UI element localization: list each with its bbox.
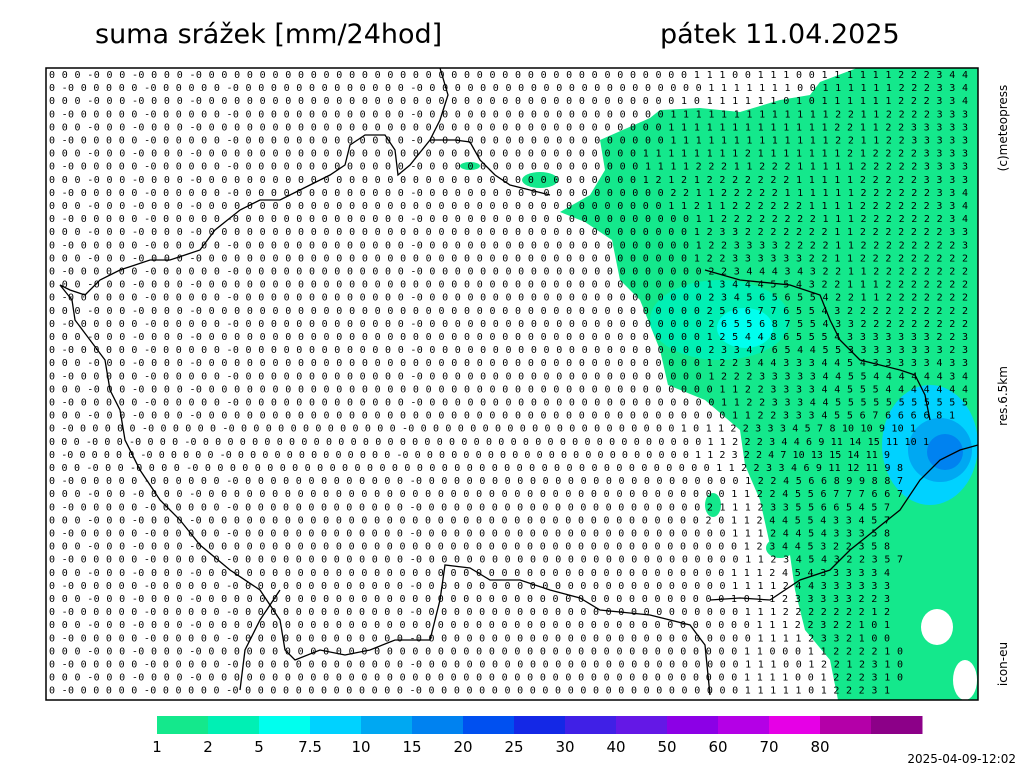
grid-row: 0 -0 0 0 0 0 0 -0 0 0 0 0 0 -0 0 0 0 0 0…: [49, 293, 968, 304]
legend-label: 50: [657, 738, 676, 756]
date: pátek 11.04.2025: [660, 19, 900, 50]
grid-row: 0 -0 0 0 0 0 0 -0 0 0 0 0 0 -0 0 0 0 0 0…: [49, 398, 968, 409]
grid-row: 0 0 0 -0 0 0 -0 0 0 0 -0 0 0 0 0 0 0 0 0…: [49, 646, 903, 657]
grid-row: 0 -0 0 0 0 0 0 -0 0 0 0 0 0 -0 0 0 0 0 0…: [49, 686, 890, 697]
legend-swatch: [616, 716, 668, 734]
legend-label: 10: [351, 738, 370, 756]
grid-row: 0 -0 0 0 0 0 0 -0 0 0 0 0 0 -0 0 0 0 0 0…: [49, 83, 968, 94]
side-label: res.6.5km: [996, 366, 1010, 426]
grid-row: 0 0 0 -0 0 0 -0 0 0 0 -0 0 0 0 0 0 0 0 0…: [49, 384, 968, 395]
legend-label: 2: [203, 738, 213, 756]
grid-row: 0 0 0 -0 0 0 -0 0 0 0 -0 0 0 0 0 0 0 0 0…: [49, 332, 968, 343]
grid-row: 0 -0 0 0 0 0 0 -0 0 0 0 0 0 -0 0 0 0 0 0…: [49, 502, 890, 513]
grid-row: 0 0 0 -0 0 0 -0 0 0 0 -0 0 0 0 0 0 0 0 0…: [49, 306, 968, 317]
legend-label: 5: [254, 738, 264, 756]
grid-row: 0 -0 0 0 0 0 0 -0 0 0 0 0 0 -0 0 0 0 0 0…: [49, 319, 968, 330]
grid-row: 0 -0 0 0 0 0 0 -0 0 0 0 0 0 -0 0 0 0 0 0…: [49, 633, 890, 644]
grid-row: 0 0 0 -0 0 0 -0 0 0 0 -0 0 0 0 0 0 0 0 0…: [49, 489, 903, 500]
grid-row: 0 0 0 -0 0 0 -0 0 0 0 -0 0 0 0 0 0 0 0 0…: [49, 463, 903, 474]
legend-label: 40: [606, 738, 625, 756]
legend-swatch: [361, 716, 413, 734]
grid-row: 0 -0 0 0 0 0 0 -0 0 0 0 0 0 -0 0 0 0 0 0…: [49, 345, 968, 356]
legend-swatch: [871, 716, 923, 734]
grid-row: 0 -0 0 0 0 0 0 -0 0 0 0 0 0 -0 0 0 0 0 0…: [49, 450, 890, 461]
legend-swatch: [718, 716, 770, 734]
value-grid: 0 0 0 -0 0 0 -0 0 0 0 -0 0 0 0 0 0 0 0 0…: [49, 70, 968, 697]
legend-label: 30: [555, 738, 574, 756]
grid-row: 0 -0 0 0 0 0 0 -0 0 0 0 0 0 -0 0 0 0 0 0…: [49, 476, 903, 487]
grid-row: 0 -0 0 0 0 0 0 -0 0 0 0 0 0 -0 0 0 0 0 0…: [49, 267, 968, 278]
legend-swatch: [310, 716, 362, 734]
grid-row: 0 -0 0 0 0 0 0 -0 0 0 0 0 0 -0 0 0 0 0 0…: [49, 162, 968, 173]
side-label: icon-eu: [996, 642, 1010, 686]
legend-label: 80: [810, 738, 829, 756]
grid-row: 0 0 0 -0 0 0 -0 0 0 0 -0 0 0 0 0 0 0 0 0…: [49, 568, 890, 579]
legend-label: 60: [708, 738, 727, 756]
legend-label: 15: [402, 738, 421, 756]
legend-label: 7.5: [298, 738, 322, 756]
grid-row: 0 -0 0 0 0 0 0 -0 0 0 0 0 0 -0 0 0 0 0 0…: [49, 529, 890, 540]
legend-swatch: [820, 716, 872, 734]
grid-row: 0 -0 0 0 0 0 0 -0 0 0 0 0 0 -0 0 0 0 0 0…: [49, 136, 968, 147]
grid-row: 0 0 0 -0 0 0 -0 0 0 0 -0 0 0 0 0 0 0 0 0…: [49, 175, 968, 186]
legend-swatch: [157, 716, 209, 734]
timestamp: 2025-04-09-12:02: [907, 752, 1016, 766]
grid-row: 0 -0 0 0 0 0 0 -0 0 0 0 0 0 -0 0 0 0 0 0…: [49, 581, 890, 592]
grid-row: 0 -0 0 0 0 0 0 -0 0 0 0 0 0 -0 0 0 0 0 0…: [49, 240, 968, 251]
legend-label: 25: [504, 738, 523, 756]
color-legend: 1 2 5 7.5 10 15 20 25 30 40 50 60 70 80: [152, 716, 923, 756]
grid-row: 0 0 0 -0 0 0 -0 0 0 0 -0 0 0 0 0 0 0 0 0…: [49, 253, 968, 264]
grid-row: 0 -0 0 0 0 0 0 -0 0 0 0 0 0 -0 0 0 0 0 0…: [49, 188, 968, 199]
grid-row: 0 0 0 -0 0 0 -0 0 0 0 -0 0 0 0 0 0 0 0 0…: [49, 594, 890, 605]
grid-row: 0 -0 0 0 0 0 0 -0 0 0 0 0 0 -0 0 0 0 0 0…: [49, 371, 968, 382]
grid-row: 0 -0 0 0 0 0 0 -0 0 0 0 0 0 -0 0 0 0 0 0…: [49, 424, 916, 435]
grid-row: 0 0 0 -0 0 0 -0 0 0 0 -0 0 0 0 0 0 0 0 0…: [49, 280, 968, 291]
legend-label: 20: [453, 738, 472, 756]
grid-row: 0 -0 0 0 0 0 0 -0 0 0 0 0 0 -0 0 0 0 0 0…: [49, 555, 903, 566]
grid-row: 0 0 0 -0 0 0 -0 0 0 0 -0 0 0 0 0 0 0 0 0…: [49, 358, 968, 369]
grid-row: 0 -0 0 0 0 0 0 -0 0 0 0 0 0 -0 0 0 0 0 0…: [49, 214, 968, 225]
title: suma srážek [mm/24hod]: [95, 19, 442, 50]
legend-swatch: [259, 716, 311, 734]
grid-row: 0 0 0 -0 0 0 -0 0 0 0 -0 0 0 0 0 0 0 0 0…: [49, 96, 968, 107]
legend-swatch: [769, 716, 821, 734]
grid-row: 0 0 0 -0 0 0 -0 0 0 0 -0 0 0 0 0 0 0 0 0…: [49, 227, 968, 238]
grid-row: 0 0 0 -0 0 0 -0 0 0 0 -0 0 0 0 0 0 0 0 0…: [49, 122, 968, 133]
grid-row: 0 0 0 -0 0 0 -0 0 0 0 -0 0 0 0 0 0 0 0 0…: [49, 149, 968, 160]
legend-swatch: [208, 716, 260, 734]
grid-row: 0 0 0 -0 0 0 -0 0 0 0 -0 0 0 0 0 0 0 0 0…: [49, 515, 890, 526]
grid-row: 0 0 0 -0 0 0 -0 0 0 0 -0 0 0 0 0 0 0 0 0…: [49, 411, 955, 422]
grid-row: 0 -0 0 0 0 0 0 -0 0 0 0 0 0 -0 0 0 0 0 0…: [49, 607, 890, 618]
legend-swatch: [412, 716, 464, 734]
legend-swatch: [514, 716, 566, 734]
grid-row: 0 0 0 -0 0 0 -0 0 0 0 -0 0 0 0 0 0 0 0 0…: [49, 542, 890, 553]
legend-label: 70: [759, 738, 778, 756]
side-labels: (c)meteopress res.6.5km icon-eu: [996, 85, 1010, 686]
grid-row: 0 0 0 -0 0 0 -0 0 0 0 -0 0 0 0 0 0 0 0 0…: [49, 437, 929, 448]
grid-row: 0 -0 0 0 0 0 0 -0 0 0 0 0 0 -0 0 0 0 0 0…: [49, 660, 903, 671]
legend-swatch: [667, 716, 719, 734]
grid-row: 0 0 0 -0 0 0 -0 0 0 0 -0 0 0 0 0 0 0 0 0…: [49, 201, 968, 212]
grid-row: 0 0 0 -0 0 0 -0 0 0 0 -0 0 0 0 0 0 0 0 0…: [49, 70, 968, 81]
precip-shading: [460, 68, 978, 700]
legend-swatch: [565, 716, 617, 734]
grid-row: 0 0 0 -0 0 0 -0 0 0 0 -0 0 0 0 0 0 0 0 0…: [49, 673, 903, 684]
coastlines: [59, 67, 979, 696]
grid-row: 0 -0 0 0 0 0 0 -0 0 0 0 0 0 -0 0 0 0 0 0…: [49, 109, 968, 120]
grid-row: 0 0 0 -0 0 0 -0 0 0 0 -0 0 0 0 0 0 0 0 0…: [49, 620, 890, 631]
legend-swatch: [463, 716, 515, 734]
legend-label: 1: [152, 738, 162, 756]
side-label: (c)meteopress: [996, 85, 1010, 172]
map-frame: [45, 67, 979, 701]
